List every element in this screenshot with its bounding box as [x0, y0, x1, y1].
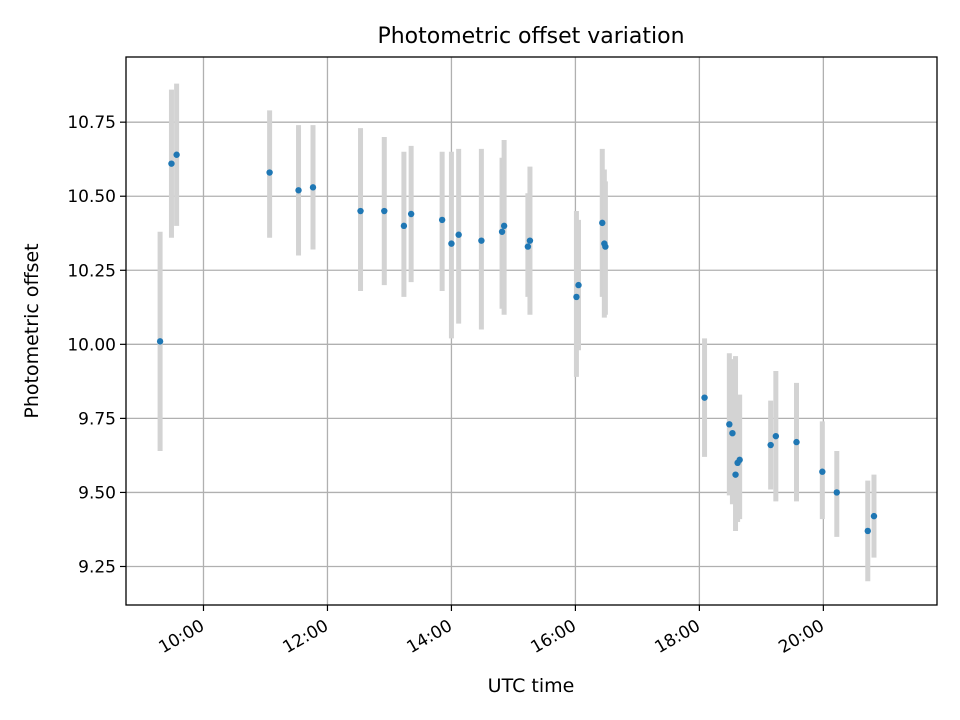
- data-point: [793, 438, 800, 446]
- y-axis-label: Photometric offset: [21, 243, 43, 418]
- data-point: [438, 216, 446, 224]
- y-tick-label: 10.00: [67, 335, 116, 355]
- data-point: [599, 219, 606, 227]
- data-point: [357, 207, 364, 215]
- data-point: [295, 187, 302, 194]
- y-tick-label: 10.75: [67, 113, 116, 133]
- data-point: [309, 184, 317, 191]
- x-tick-label: 20:00: [775, 616, 827, 658]
- data-point: [573, 293, 580, 301]
- data-points: [156, 151, 878, 535]
- x-tick-label: 10:00: [156, 616, 208, 658]
- y-tick-label: 9.75: [78, 409, 116, 429]
- data-point: [772, 432, 780, 440]
- data-point: [400, 222, 408, 230]
- data-point: [819, 468, 826, 475]
- data-point: [736, 456, 743, 464]
- x-tick-label: 14:00: [403, 616, 455, 658]
- plot-area-frame: [125, 56, 938, 606]
- data-point: [524, 243, 532, 250]
- data-point: [448, 240, 455, 247]
- data-point: [266, 169, 273, 176]
- x-tick-label: 16:00: [527, 616, 579, 658]
- x-tick-label: 12:00: [280, 616, 332, 658]
- data-point: [500, 222, 508, 230]
- x-axis-ticks: 10:00 12:00 14:00 16:00 18:00 20:00: [156, 605, 828, 658]
- error-bars: [157, 83, 877, 582]
- data-point: [407, 210, 415, 218]
- data-point: [732, 471, 739, 478]
- data-point: [602, 243, 609, 250]
- y-tick-label: 9.25: [78, 557, 116, 577]
- x-axis-label: UTC time: [488, 675, 575, 697]
- y-axis-ticks: 9.25 9.50 9.75 10.00 10.25 10.50 10.75: [67, 113, 126, 577]
- y-tick-label: 10.25: [67, 261, 116, 281]
- data-point: [767, 441, 774, 449]
- data-point: [498, 228, 506, 235]
- x-tick-label: 18:00: [651, 616, 703, 658]
- data-point: [864, 527, 871, 535]
- data-point: [381, 207, 388, 215]
- data-point: [156, 338, 164, 345]
- data-point: [173, 151, 180, 158]
- data-point: [729, 429, 736, 437]
- grid: [126, 57, 937, 605]
- data-point: [833, 489, 840, 496]
- y-tick-label: 10.50: [67, 187, 116, 207]
- data-point: [478, 237, 485, 244]
- data-point: [526, 237, 534, 244]
- data-point: [575, 281, 582, 289]
- data-point: [726, 421, 733, 428]
- chart-title: Photometric offset variation: [377, 24, 684, 49]
- data-point: [870, 512, 878, 520]
- data-point: [168, 160, 175, 167]
- data-point: [455, 231, 462, 238]
- data-point: [701, 394, 708, 401]
- y-tick-label: 9.50: [78, 483, 116, 503]
